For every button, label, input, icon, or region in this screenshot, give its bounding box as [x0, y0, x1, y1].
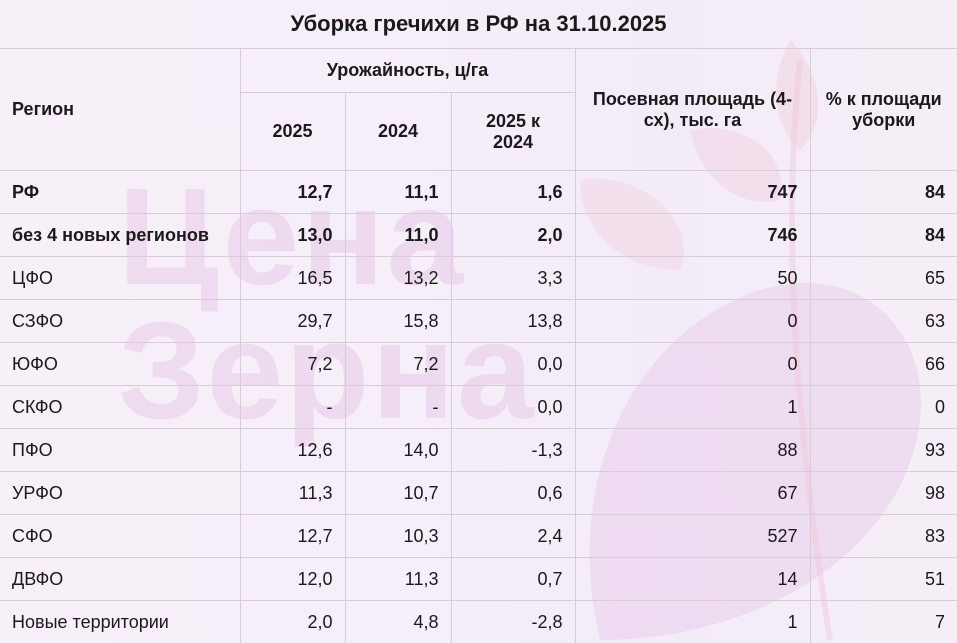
cell-yield-2024: 14,0: [344, 428, 452, 472]
cell-yield-2025: 16,5: [239, 256, 346, 300]
cell-yield-2024: 10,7: [344, 471, 452, 515]
cell-area: 1: [574, 600, 811, 643]
cell-area: 14: [574, 557, 811, 601]
cell-yield-2025: 12,0: [239, 557, 346, 601]
cell-yield-diff: 1,6: [450, 170, 576, 214]
cell-yield-diff: 0,0: [450, 385, 576, 429]
table-row: УРФО 11,3 10,7 0,6 67 98: [0, 471, 957, 515]
cell-yield-2025: 2,0: [239, 600, 346, 643]
table-row: ПФО 12,6 14,0 -1,3 88 93: [0, 428, 957, 472]
cell-area: 0: [574, 342, 811, 386]
cell-yield-2024: 11,3: [344, 557, 452, 601]
cell-harvest-pct: 51: [809, 557, 957, 601]
header-area: Посевная площадь (4-сх), тыс. га: [574, 48, 811, 171]
cell-yield-2024: 11,1: [344, 170, 452, 214]
cell-yield-2025: 29,7: [239, 299, 346, 343]
cell-region: ДВФО: [0, 557, 241, 601]
table-row: Новые территории 2,0 4,8 -2,8 1 7: [0, 600, 957, 643]
table-row: РФ 12,7 11,1 1,6 747 84: [0, 170, 957, 214]
cell-yield-2025: -: [239, 385, 346, 429]
page-title: Уборка гречихи в РФ на 31.10.2025: [290, 11, 667, 36]
cell-harvest-pct: 93: [809, 428, 957, 472]
cell-yield-2024: -: [344, 385, 452, 429]
cell-area: 67: [574, 471, 811, 515]
cell-yield-2024: 10,3: [344, 514, 452, 558]
header-2024: 2024: [344, 92, 452, 171]
cell-harvest-pct: 66: [809, 342, 957, 386]
cell-yield-diff: -1,3: [450, 428, 576, 472]
cell-yield-diff: 0,0: [450, 342, 576, 386]
table-row: без 4 новых регионов 13,0 11,0 2,0 746 84: [0, 213, 957, 257]
header-region: Регион: [0, 48, 241, 171]
cell-area: 50: [574, 256, 811, 300]
cell-yield-2025: 13,0: [239, 213, 346, 257]
cell-harvest-pct: 0: [809, 385, 957, 429]
cell-yield-2025: 12,6: [239, 428, 346, 472]
cell-yield-2024: 4,8: [344, 600, 452, 643]
cell-harvest-pct: 7: [809, 600, 957, 643]
table-row: СКФО - -0,0 1 0: [0, 385, 957, 429]
cell-yield-diff: 0,6: [450, 471, 576, 515]
cell-region: Новые территории: [0, 600, 241, 643]
cell-harvest-pct: 63: [809, 299, 957, 343]
cell-region: СКФО: [0, 385, 241, 429]
cell-yield-2025: 7,2: [239, 342, 346, 386]
cell-yield-2025: 12,7: [239, 170, 346, 214]
cell-region: ЦФО: [0, 256, 241, 300]
cell-yield-diff: 13,8: [450, 299, 576, 343]
cell-area: 747: [574, 170, 811, 214]
header-harvest-pct: % к площади уборки: [809, 48, 957, 171]
cell-harvest-pct: 98: [809, 471, 957, 515]
cell-yield-2025: 12,7: [239, 514, 346, 558]
cell-region: ЮФО: [0, 342, 241, 386]
cell-yield-2024: 11,0: [344, 213, 452, 257]
table-row: ДВФО 12,0 11,3 0,7 14 51: [0, 557, 957, 601]
cell-yield-diff: 2,4: [450, 514, 576, 558]
cell-region: СФО: [0, 514, 241, 558]
table-body: РФ 12,7 11,1 1,6 747 84 без 4 новых регионов 13…: [0, 170, 957, 643]
cell-region: УРФО: [0, 471, 241, 515]
cell-area: 1: [574, 385, 811, 429]
table-row: ЦФО 16,5 13,2 3,3 50 65: [0, 256, 957, 300]
cell-region: СЗФО: [0, 299, 241, 343]
cell-harvest-pct: 65: [809, 256, 957, 300]
cell-yield-2024: 13,2: [344, 256, 452, 300]
cell-yield-diff: -2,8: [450, 600, 576, 643]
cell-area: 0: [574, 299, 811, 343]
cell-yield-2024: 15,8: [344, 299, 452, 343]
header-yield: Урожайность, ц/га: [239, 48, 576, 93]
header-diff: 2025 к 2024: [450, 92, 575, 171]
cell-area: 527: [574, 514, 811, 558]
cell-harvest-pct: 84: [809, 170, 957, 214]
cell-area: 746: [574, 213, 811, 257]
table-row: ЮФО 7,2 7,2 0,0 0 66: [0, 342, 957, 386]
table-row: СЗФО 29,7 15,8 13,8 0 63: [0, 299, 957, 343]
cell-area: 88: [574, 428, 811, 472]
cell-yield-diff: 3,3: [450, 256, 576, 300]
cell-yield-diff: 0,7: [450, 557, 576, 601]
cell-region: ПФО: [0, 428, 241, 472]
cell-region: без 4 новых регионов: [0, 213, 241, 257]
cell-harvest-pct: 84: [809, 213, 957, 257]
cell-yield-diff: 2,0: [450, 213, 576, 257]
table-row: СФО 12,7 10,3 2,4 527 83: [0, 514, 957, 558]
header-2025: 2025: [240, 92, 346, 171]
cell-harvest-pct: 83: [809, 514, 957, 558]
cell-yield-2025: 11,3: [239, 471, 346, 515]
cell-region: РФ: [0, 170, 241, 214]
cell-yield-2024: 7,2: [344, 342, 452, 386]
harvest-table: Регион Урожайность, ц/га Посевная площад…: [0, 48, 957, 643]
